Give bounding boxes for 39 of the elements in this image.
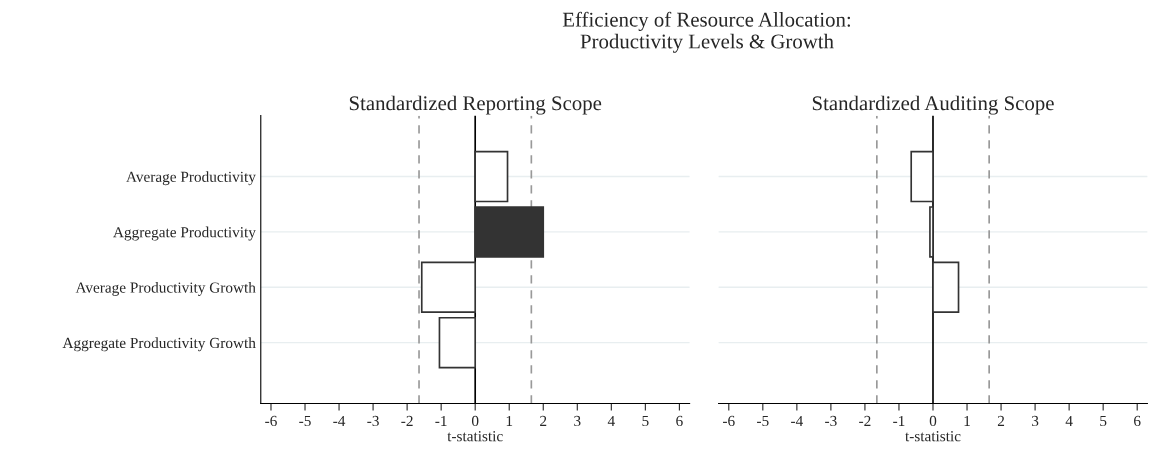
x-tick-label: 3 <box>1032 415 1039 427</box>
x-axis-title: t-statistic <box>905 431 961 442</box>
x-tick-label: -5 <box>299 415 311 427</box>
x-tick-label: 1 <box>506 415 513 426</box>
x-tick-label: -1 <box>435 415 447 426</box>
y-tick-label: Average Productivity Growth <box>75 281 256 296</box>
x-tick-label: -6 <box>723 415 735 427</box>
x-tick-label: 4 <box>1065 415 1073 426</box>
x-tick-label: -1 <box>893 415 905 426</box>
x-tick-label: -4 <box>791 415 803 426</box>
x-tick-label: 3 <box>574 415 581 427</box>
x-tick-label: 5 <box>1100 415 1107 427</box>
bar <box>420 261 477 314</box>
x-tick-label: 0 <box>471 415 479 427</box>
x-tick-label: 1 <box>964 415 970 426</box>
x-tick-label: -2 <box>401 415 413 426</box>
x-tick-label: -4 <box>333 415 346 426</box>
x-tick-label: 5 <box>642 415 649 427</box>
y-tick-label: Average Productivity <box>126 171 256 186</box>
bar <box>438 316 477 369</box>
x-tick-label: 6 <box>1134 415 1141 427</box>
text: Efficiency of Resource Allocation: Productivity Levels & Growth <box>562 11 851 53</box>
x-tick-label: 6 <box>676 415 683 427</box>
x-axis-title: t-statistic <box>447 431 503 442</box>
chart-title: Standardized Auditing Scope <box>812 95 1054 115</box>
x-tick-label: -2 <box>859 415 871 426</box>
x-tick-label: 2 <box>997 415 1005 426</box>
chart-title: Standardized Reporting Scope <box>349 95 602 115</box>
bar <box>474 150 509 203</box>
x-tick-label: 2 <box>540 415 547 426</box>
x-tick-label: -3 <box>825 415 837 427</box>
y-tick-label: Aggregate Productivity Growth <box>62 337 256 352</box>
y-tick-label: Aggregate Productivity <box>113 226 256 241</box>
x-tick-label: -6 <box>265 415 277 427</box>
x-tick-label: 4 <box>607 415 615 426</box>
x-tick-label: 0 <box>929 415 937 427</box>
x-tick-label: -5 <box>757 415 769 427</box>
bar <box>474 206 545 258</box>
x-tick-label: -3 <box>367 415 379 427</box>
